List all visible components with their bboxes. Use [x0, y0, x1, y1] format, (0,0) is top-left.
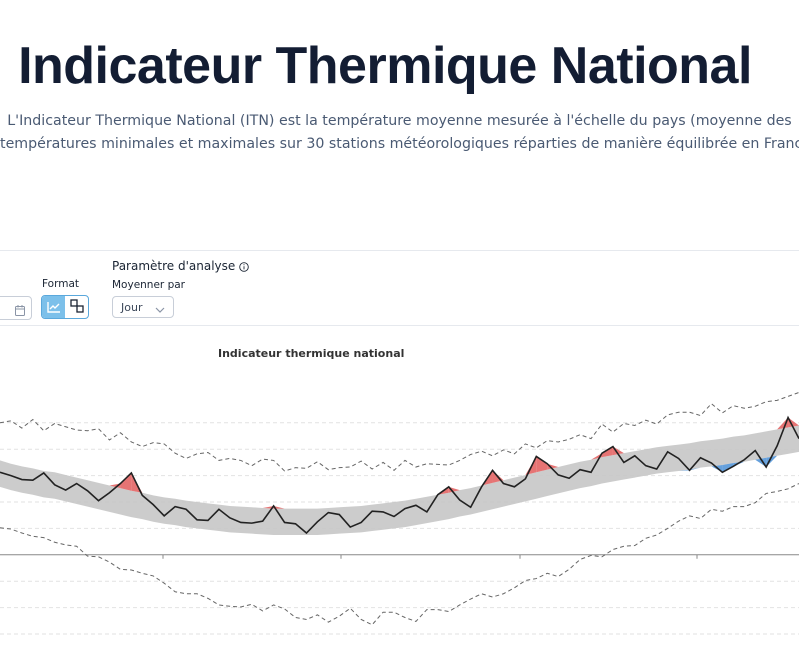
analysis-parameter-label: Paramètre d'analyse — [112, 259, 236, 273]
above-normal-area — [788, 417, 799, 428]
record-max-line — [0, 391, 799, 472]
average-by-label: Moyenner par — [112, 279, 185, 291]
above-normal-area — [120, 472, 132, 491]
average-by-value: Jour — [121, 301, 143, 314]
above-normal-area — [525, 456, 537, 475]
above-normal-area — [547, 463, 559, 470]
compare-icon — [69, 298, 84, 317]
analysis-parameter-title: Paramètre d'analyse — [112, 259, 250, 273]
line-chart-icon — [46, 298, 61, 317]
calendar-icon — [15, 301, 25, 320]
above-normal-area — [612, 446, 624, 456]
normal-band — [0, 425, 799, 535]
above-normal-area — [591, 453, 602, 460]
intro-line-2: températures minimales et maximales sur … — [0, 136, 799, 152]
itn-chart — [0, 391, 799, 635]
above-normal-area — [109, 483, 121, 489]
above-normal-area — [601, 446, 613, 458]
line-chart-format-button[interactable] — [42, 296, 65, 318]
above-normal-area — [273, 505, 285, 509]
intro-line-1: L'Indicateur Thermique National (ITN) es… — [7, 113, 792, 129]
controls-bar: Format Paramètre d'analyse Moyenner par … — [0, 250, 799, 326]
chart-title: Indicateur thermique national — [218, 347, 405, 360]
below-normal-area — [689, 467, 701, 471]
page-title: Indicateur Thermique National — [18, 37, 752, 95]
intro-text: L'Indicateur Thermique National (ITN) es… — [0, 110, 799, 156]
record-min-line — [0, 483, 799, 626]
compare-format-button[interactable] — [65, 296, 88, 318]
itn-line — [0, 415, 799, 535]
chevron-down-icon — [155, 303, 165, 316]
below-normal-area — [766, 455, 778, 468]
date-input[interactable] — [0, 296, 32, 320]
above-normal-area — [262, 505, 274, 509]
info-icon[interactable] — [239, 261, 250, 272]
average-by-select[interactable]: Jour — [112, 296, 174, 318]
above-normal-area — [536, 456, 548, 473]
format-toggle — [41, 295, 89, 319]
below-normal-area — [755, 457, 767, 468]
format-label: Format — [42, 278, 80, 290]
